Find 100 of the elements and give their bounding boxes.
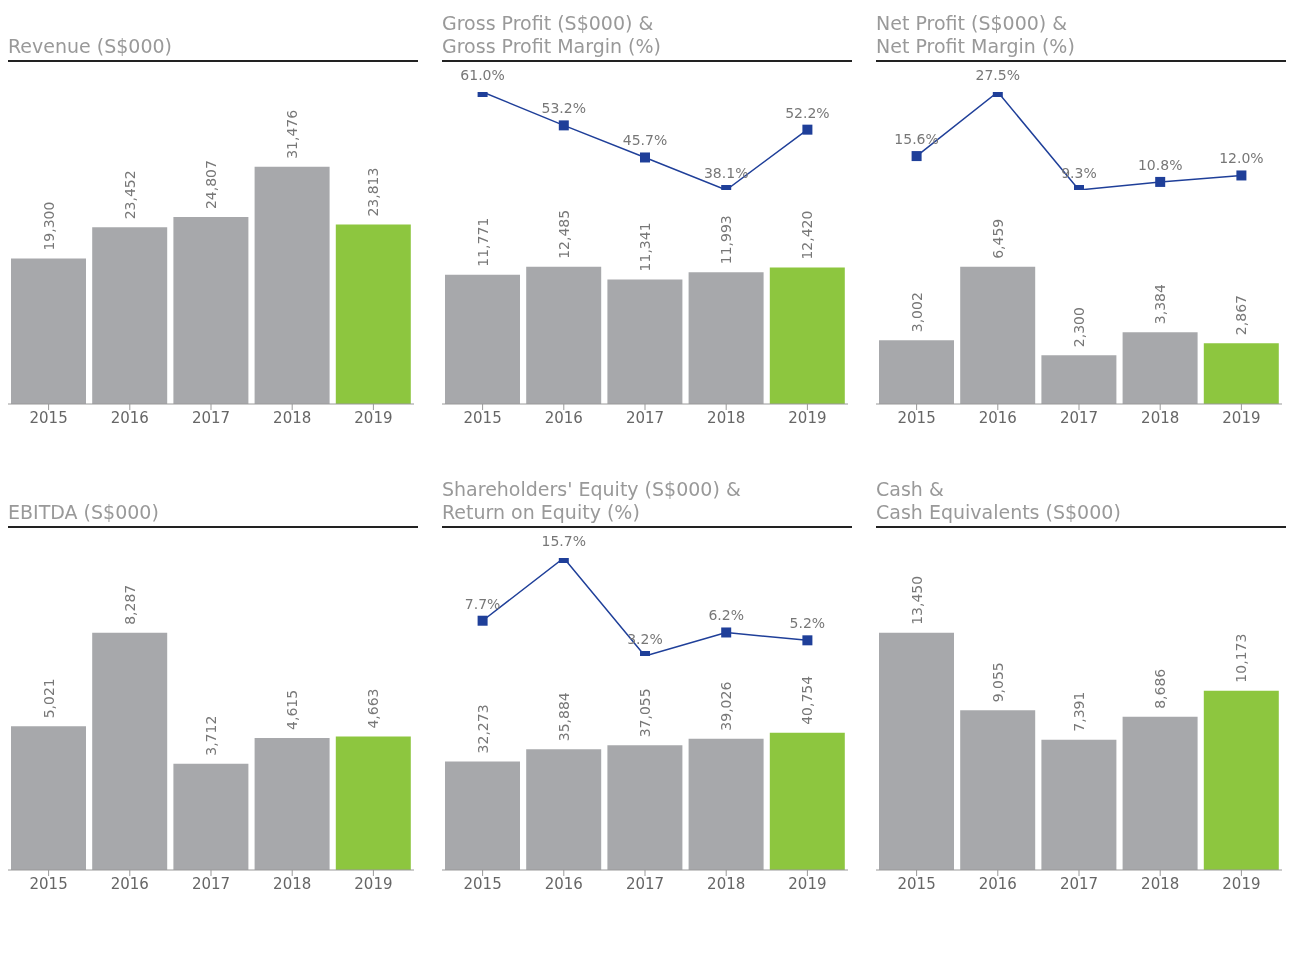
data-label: 13,450 [908,575,925,625]
x-tick-label: 2018 [1141,408,1180,427]
data-label: 10.8% [1137,156,1183,173]
bar [254,166,330,404]
bar [1203,343,1279,404]
bar [879,340,954,404]
data-label: 8,287 [121,584,138,625]
x-tick-label: 2019 [788,874,827,893]
data-label: 61.0% [460,67,505,83]
data-label: 9,055 [989,662,1006,703]
x-tick-label: 2015 [463,408,502,427]
x-tick-label: 2015 [897,408,936,427]
data-label: 12,485 [555,209,572,259]
data-label: 2,867 [1233,295,1250,336]
data-label: 2,300 [1070,307,1087,348]
x-tick-label: 2019 [354,408,393,427]
bar [173,217,249,404]
bar [335,224,411,404]
data-label: 3,712 [202,715,219,756]
data-label: 52.2% [785,104,830,121]
x-tick-label: 2018 [1141,874,1180,893]
bar [11,258,86,404]
data-label: 23,813 [365,167,382,217]
data-label: 15.6% [894,131,939,148]
bar [445,761,520,870]
x-tick-label: 2016 [110,874,149,893]
data-label: 12,420 [799,210,816,260]
x-tick-label: 2019 [788,408,827,427]
bar [960,266,1036,404]
bar [1203,690,1279,870]
bar [526,749,602,870]
x-tick-label: 2017 [191,408,231,427]
point [640,152,650,163]
data-label: 10,173 [1233,633,1250,683]
data-label: 11,341 [636,222,653,272]
bar [879,632,954,870]
x-tick-label: 2017 [1059,408,1099,427]
bar [960,710,1036,870]
data-label: 24,807 [202,160,219,210]
chart-title: Revenue (S$000) [8,8,418,62]
bar [688,738,764,870]
point [911,151,922,162]
chart-title: EBITDA (S$000) [8,474,418,528]
bar [335,736,411,870]
data-label: 7,391 [1070,691,1087,732]
data-label: 19,300 [40,201,57,251]
x-tick-label: 2015 [463,874,502,893]
x-tick-label: 2015 [29,408,68,427]
data-label: 3,384 [1152,283,1169,325]
chart-title: Gross Profit (S$000) & Gross Profit Margin (%) [442,8,852,62]
x-tick-label: 2019 [1222,408,1261,427]
data-label: 35,884 [555,692,572,742]
data-label: 4,663 [365,688,382,729]
x-tick-label: 2016 [978,408,1017,427]
data-label: 23,452 [121,170,138,220]
x-tick-label: 2016 [544,874,583,893]
data-label: 6.2% [708,607,744,624]
data-label: 40,754 [799,675,816,725]
x-tick-label: 2017 [1059,874,1099,893]
data-label: 15.7% [541,533,587,549]
data-label: 4,615 [284,689,301,730]
data-label: 27.5% [975,67,1021,83]
point [802,124,813,135]
data-label: 3,002 [908,292,925,333]
x-tick-label: 2015 [29,874,68,893]
bar [607,745,683,870]
x-tick-label: 2019 [354,874,393,893]
point [802,635,813,646]
data-label: 53.2% [541,100,587,117]
data-label: 11,993 [718,215,735,265]
x-tick-label: 2016 [978,874,1017,893]
bar [1122,332,1198,404]
x-tick-label: 2018 [707,874,746,893]
point [558,120,569,131]
x-tick-label: 2016 [110,408,149,427]
x-tick-label: 2018 [273,874,312,893]
bar [1041,355,1117,404]
chart-title: Net Profit (S$000) & Net Profit Margin (%) [876,8,1286,62]
data-label: 39,026 [718,681,735,731]
bar [92,632,168,870]
x-tick-label: 2017 [191,874,231,893]
point [477,615,488,626]
data-label: 32,273 [474,704,491,754]
data-label: 45.7% [622,132,668,149]
bar [769,732,845,870]
bar [173,763,249,870]
bar [1041,739,1117,870]
point [1236,170,1247,181]
data-label: 8,686 [1152,668,1169,709]
x-tick-label: 2017 [625,408,665,427]
point [721,627,732,638]
data-label: 5.2% [789,615,826,632]
data-label: 7.7% [464,595,501,612]
bar [254,737,330,870]
data-label: 11,771 [474,217,491,267]
data-label: 12.0% [1219,150,1264,167]
x-tick-label: 2018 [707,408,746,427]
data-label: 31,476 [284,109,301,159]
bar [1122,716,1198,870]
point [1155,176,1166,187]
